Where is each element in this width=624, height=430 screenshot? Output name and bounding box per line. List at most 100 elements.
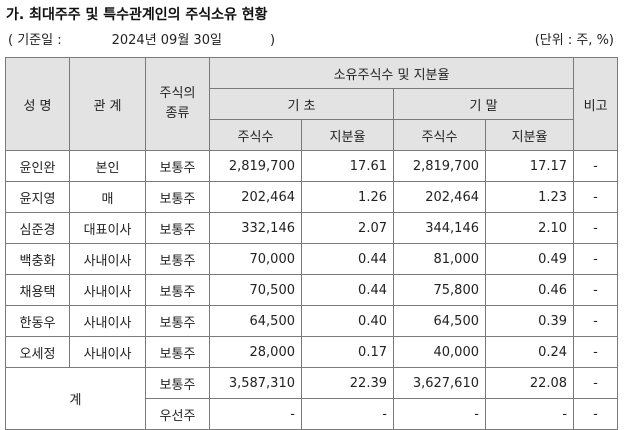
cell-start-shares: 2,819,700 <box>209 150 302 182</box>
cell-relation: 본인 <box>69 150 146 182</box>
cell-end-shares: 2,819,700 <box>393 150 486 182</box>
cell-note: - <box>573 336 619 368</box>
cell-note: - <box>573 181 619 213</box>
cell-end-shares: 202,464 <box>393 181 486 213</box>
header-name: 성 명 <box>5 57 70 151</box>
cell-kind: 보통주 <box>145 212 210 244</box>
cell-end-ratio: 0.49 <box>484 243 575 275</box>
cell-relation: 사내이사 <box>69 243 146 275</box>
cell-note: - <box>573 367 619 399</box>
total-label: 계 <box>5 367 146 430</box>
basis-date: 2024년 09월 30일 <box>111 33 222 48</box>
cell-end-ratio: 17.17 <box>484 150 575 182</box>
cell-end-shares: 75,800 <box>393 274 486 306</box>
cell-start-ratio: 0.44 <box>301 274 394 306</box>
cell-relation: 사내이사 <box>69 305 146 337</box>
cell-start-shares: 70,000 <box>209 243 302 275</box>
header-stock-kind: 주식의 종류 <box>145 57 210 151</box>
header-relation: 관 계 <box>69 57 146 151</box>
total-row-preferred: 우선주 - - - - - <box>6 398 619 430</box>
table-body: 윤인완 본인 보통주 2,819,700 17.61 2,819,700 17.… <box>5 150 619 430</box>
cell-kind: 보통주 <box>145 181 210 213</box>
cell-note: - <box>573 212 619 244</box>
cell-kind: 보통주 <box>145 150 210 182</box>
header-stock-kind-line1: 주식의 <box>159 86 196 101</box>
cell-name: 백충화 <box>5 243 70 275</box>
section-title: 가. 최대주주 및 특수관계인의 주식소유 현황 <box>6 7 268 23</box>
basis-open: ( 기준일 : <box>8 33 62 48</box>
cell-end-shares: - <box>393 398 486 430</box>
cell-start-shares: - <box>209 398 302 430</box>
table-row: 오세정 사내이사 보통주 28,000 0.17 40,000 0.24 - <box>5 336 619 368</box>
table-row: 채용택 사내이사 보통주 70,500 0.44 75,800 0.46 - <box>5 274 619 306</box>
cell-name: 심준경 <box>5 212 70 244</box>
cell-start-ratio: 17.61 <box>301 150 394 182</box>
cell-kind: 보통주 <box>145 336 210 368</box>
total-row-common: 계 보통주 3,587,310 22.39 3,627,610 22.08 - <box>5 367 619 430</box>
header-ownership: 소유주식수 및 지분율 <box>208 57 575 89</box>
cell-start-shares: 28,000 <box>209 336 302 368</box>
table-row: 백충화 사내이사 보통주 70,000 0.44 81,000 0.49 - <box>5 243 619 275</box>
header-start-ratio: 지분율 <box>301 119 394 151</box>
cell-kind: 보통주 <box>145 274 210 306</box>
cell-start-ratio: 0.40 <box>301 305 394 337</box>
cell-end-shares: 3,627,610 <box>393 367 486 399</box>
table-row: 윤인완 본인 보통주 2,819,700 17.61 2,819,700 17.… <box>5 150 619 182</box>
header-note: 비고 <box>573 57 619 151</box>
basis-date-line: ( 기준일 : 2024년 09월 30일) <box>8 29 275 48</box>
cell-end-ratio: 0.39 <box>484 305 575 337</box>
cell-name: 채용택 <box>5 274 70 306</box>
cell-note: - <box>573 150 619 182</box>
basis-close: ) <box>269 33 276 48</box>
unit-label: (단위 : 주, %) <box>534 33 614 48</box>
cell-kind: 보통주 <box>145 243 210 275</box>
cell-start-ratio: 22.39 <box>301 367 394 399</box>
cell-end-ratio: 0.24 <box>484 336 575 368</box>
table-row: 한동우 사내이사 보통주 64,500 0.40 64,500 0.39 - <box>5 305 619 337</box>
shareholder-table: 성 명 관 계 주식의 종류 소유주식수 및 지분율 비고 기 초 기 말 주식… <box>5 57 619 430</box>
cell-note: - <box>573 274 619 306</box>
cell-end-shares: 344,146 <box>393 212 486 244</box>
cell-relation: 대표이사 <box>69 212 146 244</box>
cell-start-ratio: 0.44 <box>301 243 394 275</box>
cell-relation: 매 <box>69 181 146 213</box>
cell-name: 한동우 <box>5 305 70 337</box>
cell-end-ratio: 22.08 <box>484 367 575 399</box>
cell-relation: 사내이사 <box>69 274 146 306</box>
header-start-shares: 주식수 <box>209 119 302 151</box>
cell-end-ratio: 1.23 <box>484 181 575 213</box>
cell-end-shares: 64,500 <box>393 305 486 337</box>
cell-name: 윤인완 <box>5 150 70 182</box>
header-period-start: 기 초 <box>209 88 394 120</box>
cell-relation: 사내이사 <box>69 336 146 368</box>
cell-start-shares: 332,146 <box>209 212 302 244</box>
header-stock-kind-line2: 종류 <box>165 106 190 121</box>
cell-start-shares: 64,500 <box>209 305 302 337</box>
table-header: 성 명 관 계 주식의 종류 소유주식수 및 지분율 비고 기 초 기 말 주식… <box>5 57 619 151</box>
header-end-shares: 주식수 <box>393 119 486 151</box>
cell-end-ratio: 2.10 <box>484 212 575 244</box>
cell-end-ratio: - <box>484 398 575 430</box>
cell-start-shares: 3,587,310 <box>209 367 302 399</box>
cell-start-shares: 202,464 <box>209 181 302 213</box>
cell-note: - <box>573 305 619 337</box>
cell-name: 윤지영 <box>5 181 70 213</box>
cell-kind: 보통주 <box>145 367 210 399</box>
cell-start-shares: 70,500 <box>209 274 302 306</box>
cell-kind: 보통주 <box>145 305 210 337</box>
table-row: 심준경 대표이사 보통주 332,146 2.07 344,146 2.10 - <box>5 212 619 244</box>
cell-end-shares: 40,000 <box>393 336 486 368</box>
header-period-end: 기 말 <box>392 88 575 120</box>
header-end-ratio: 지분율 <box>484 119 575 151</box>
cell-start-ratio: 2.07 <box>301 212 394 244</box>
cell-note: - <box>573 243 619 275</box>
table-row: 윤지영 매 보통주 202,464 1.26 202,464 1.23 - <box>5 181 619 213</box>
cell-start-ratio: 0.17 <box>301 336 394 368</box>
cell-note: - <box>573 398 619 430</box>
cell-end-ratio: 0.46 <box>484 274 575 306</box>
cell-end-shares: 81,000 <box>393 243 486 275</box>
cell-kind: 우선주 <box>145 398 210 430</box>
cell-start-ratio: 1.26 <box>301 181 394 213</box>
cell-name: 오세정 <box>5 336 70 368</box>
cell-start-ratio: - <box>301 398 394 430</box>
